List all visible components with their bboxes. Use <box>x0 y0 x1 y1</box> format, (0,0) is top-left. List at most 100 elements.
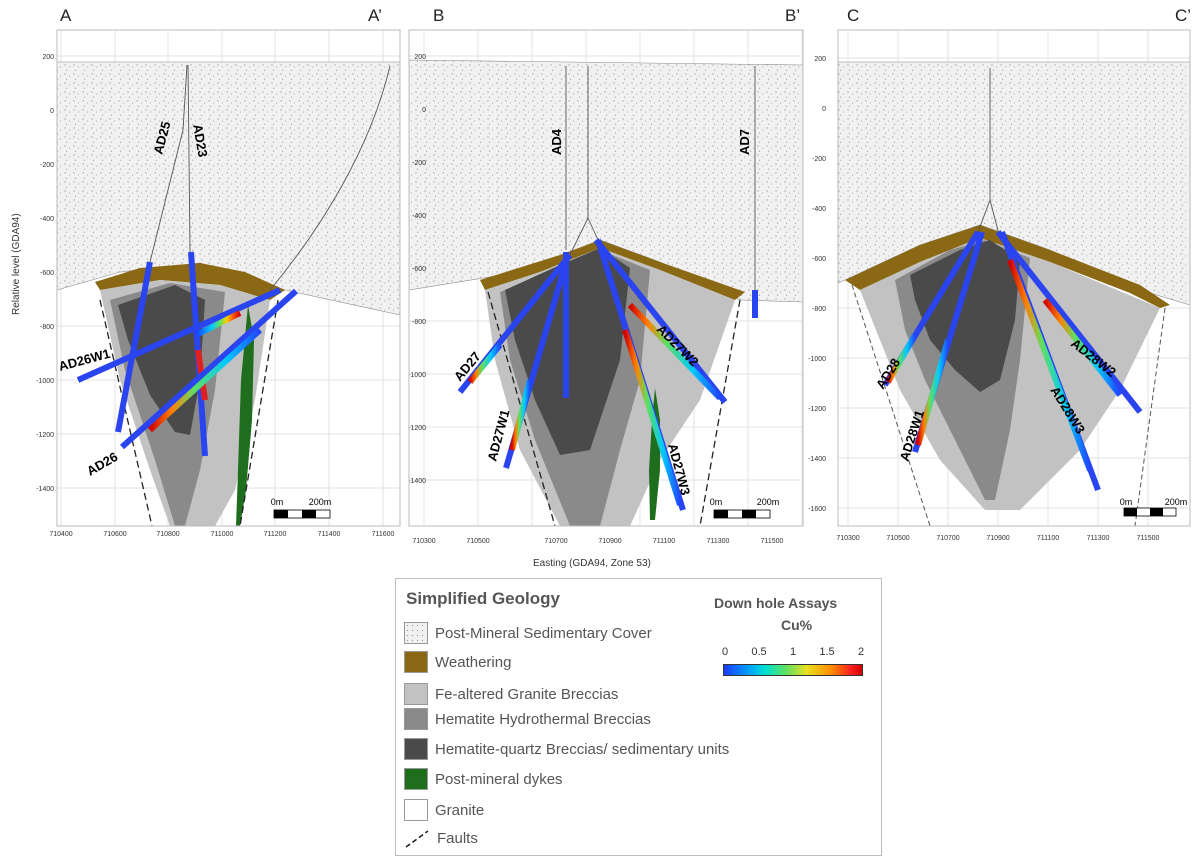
svg-text:-400: -400 <box>412 213 426 220</box>
section-a-xticks: 710400 710600 710800 711000 711200 711400 7… <box>49 531 394 538</box>
svg-text:-600: -600 <box>812 256 826 263</box>
legend: Simplified Geology Post-Mineral Sediment… <box>395 578 882 856</box>
section-a-hole-ad26w1 <box>76 287 282 383</box>
legend-label-hematite-breccia: Hematite Hydrothermal Breccias <box>435 710 651 728</box>
legend-swatch-granite <box>404 799 428 821</box>
section-a-label: A <box>60 6 72 25</box>
section-a-trace-ad26 <box>269 65 391 291</box>
section-b-weathering <box>480 240 745 300</box>
section-a-prime-label: A’ <box>368 6 382 25</box>
svg-text:-600: -600 <box>412 266 426 273</box>
svg-text:710600: 710600 <box>103 531 126 538</box>
svg-text:710800: 710800 <box>156 531 179 538</box>
section-a-hole-ad26-assay <box>147 327 263 433</box>
legend-label-faults: Faults <box>437 829 478 847</box>
legend-item-faults: Faults <box>404 826 478 850</box>
svg-text:200: 200 <box>814 56 826 63</box>
section-b: AD4 AD7 AD27 AD27W1 AD27W2 AD27W3 200m 0… <box>408 29 804 545</box>
svg-text:711500: 711500 <box>1137 535 1160 542</box>
section-a-yticks: 200 0 -200 -400 -600 -800 -1000 -1200 -1400 <box>36 54 54 493</box>
section-b-hole-ad27w2-assay <box>627 302 723 401</box>
section-c-hole-ad28-assay <box>885 333 918 384</box>
section-b-label: B <box>433 6 445 25</box>
svg-text:710400: 710400 <box>49 531 72 538</box>
legend-label-fe-granite-breccia: Fe-altered Granite Breccias <box>435 685 619 703</box>
section-b-hole-ad27w2 <box>593 238 728 404</box>
svg-text:-1200: -1200 <box>36 432 54 439</box>
svg-text:-400: -400 <box>40 216 54 223</box>
legend-swatch-faults <box>405 830 429 848</box>
section-c-hole-ad28w3-assay <box>1007 258 1093 472</box>
section-c-xticks: 710300 710500 710700 710900 711100 711300 7… <box>836 535 1159 542</box>
svg-text:711300: 711300 <box>707 538 730 545</box>
legend-swatch-fe-granite-breccia <box>404 683 428 705</box>
legend-label-hematite-quartz-breccia: Hematite-quartz Breccias/ sedimentary un… <box>435 740 730 758</box>
svg-text:0: 0 <box>422 107 426 114</box>
section-c-hole-ad28w2 <box>995 230 1143 414</box>
legend-label-sediment-cover: Post-Mineral Sedimentary Cover <box>435 624 652 642</box>
legend-title: Simplified Geology <box>406 589 560 608</box>
svg-text:711600: 711600 <box>372 531 395 538</box>
svg-text:-200: -200 <box>412 160 426 167</box>
hole-label-ad7: AD7 <box>737 129 752 155</box>
section-b-hole-ad27w3-assay <box>622 329 683 506</box>
svg-text:-1000: -1000 <box>36 378 54 385</box>
scale-c-0m: 0m <box>1120 497 1133 507</box>
section-a-trace-ad25 <box>149 64 188 263</box>
legend-item-weathering: Weathering <box>404 650 511 674</box>
svg-text:-1000: -1000 <box>808 356 826 363</box>
section-a-weathering <box>95 263 285 300</box>
legend-item-hematite-quartz-breccia: Hematite-quartz Breccias/ sedimentary un… <box>404 737 729 761</box>
legend-item-granite: Granite <box>404 798 484 822</box>
section-b-fault-2 <box>699 299 741 527</box>
svg-text:-200: -200 <box>812 156 826 163</box>
section-c-fault-1 <box>851 284 931 527</box>
legend-label-dykes: Post-mineral dykes <box>435 770 563 788</box>
svg-text:0: 0 <box>822 106 826 113</box>
svg-text:710300: 710300 <box>836 535 859 542</box>
scale-b-200m: 200m <box>757 497 780 507</box>
svg-text:-400: -400 <box>812 206 826 213</box>
assay-legend-title: Down hole Assays <box>714 595 838 611</box>
svg-text:710500: 710500 <box>466 538 489 545</box>
svg-text:711000: 711000 <box>211 531 234 538</box>
legend-label-weathering: Weathering <box>435 653 512 671</box>
colorbar-tick-2: 2 <box>857 646 865 658</box>
assay-legend-unit: Cu% <box>781 617 813 633</box>
svg-text:-1200: -1200 <box>408 425 426 432</box>
svg-text:711400: 711400 <box>318 531 341 538</box>
hole-label-ad4: AD4 <box>549 128 564 155</box>
section-c-hematite-quartz-breccia <box>910 240 1020 392</box>
legend-swatch-hematite-quartz-breccia <box>404 738 428 760</box>
section-c-prime-label: C’ <box>1175 6 1192 25</box>
svg-text:710900: 710900 <box>986 535 1009 542</box>
section-c-trace-ad28w <box>989 199 1001 239</box>
section-c-fault-2 <box>1134 307 1166 527</box>
svg-text:-1600: -1600 <box>808 506 826 513</box>
section-a-trace-ad23 <box>187 64 191 253</box>
svg-text:-1400: -1400 <box>808 456 826 463</box>
svg-text:710900: 710900 <box>598 538 621 545</box>
svg-text:-200: -200 <box>40 162 54 169</box>
scale-bar-a <box>273 509 331 519</box>
colorbar-tick-1-5: 1.5 <box>819 646 835 658</box>
section-a-fault-1 <box>99 299 153 527</box>
scale-b-0m: 0m <box>710 497 723 507</box>
legend-item-hematite-breccia: Hematite Hydrothermal Breccias <box>404 707 651 731</box>
svg-text:710500: 710500 <box>886 535 909 542</box>
scale-c-200m: 200m <box>1165 497 1188 507</box>
section-c-weathering <box>845 225 1170 308</box>
svg-text:-1400: -1400 <box>36 486 54 493</box>
svg-text:-1400: -1400 <box>408 478 426 485</box>
svg-text:710700: 710700 <box>936 535 959 542</box>
section-a-hole-ad26w1-assay <box>194 310 242 338</box>
section-c-yticks: 200 0 -200 -400 -600 -800 -1000 -1200 -1400 -… <box>808 56 826 513</box>
svg-text:711300: 711300 <box>1087 535 1110 542</box>
colorbar-tick-0-5: 0.5 <box>751 646 767 658</box>
section-c-hole-ad28w2-assay <box>1042 298 1123 397</box>
colorbar-tick-1: 1 <box>789 646 797 658</box>
scale-a-0m: 0m <box>271 497 284 507</box>
